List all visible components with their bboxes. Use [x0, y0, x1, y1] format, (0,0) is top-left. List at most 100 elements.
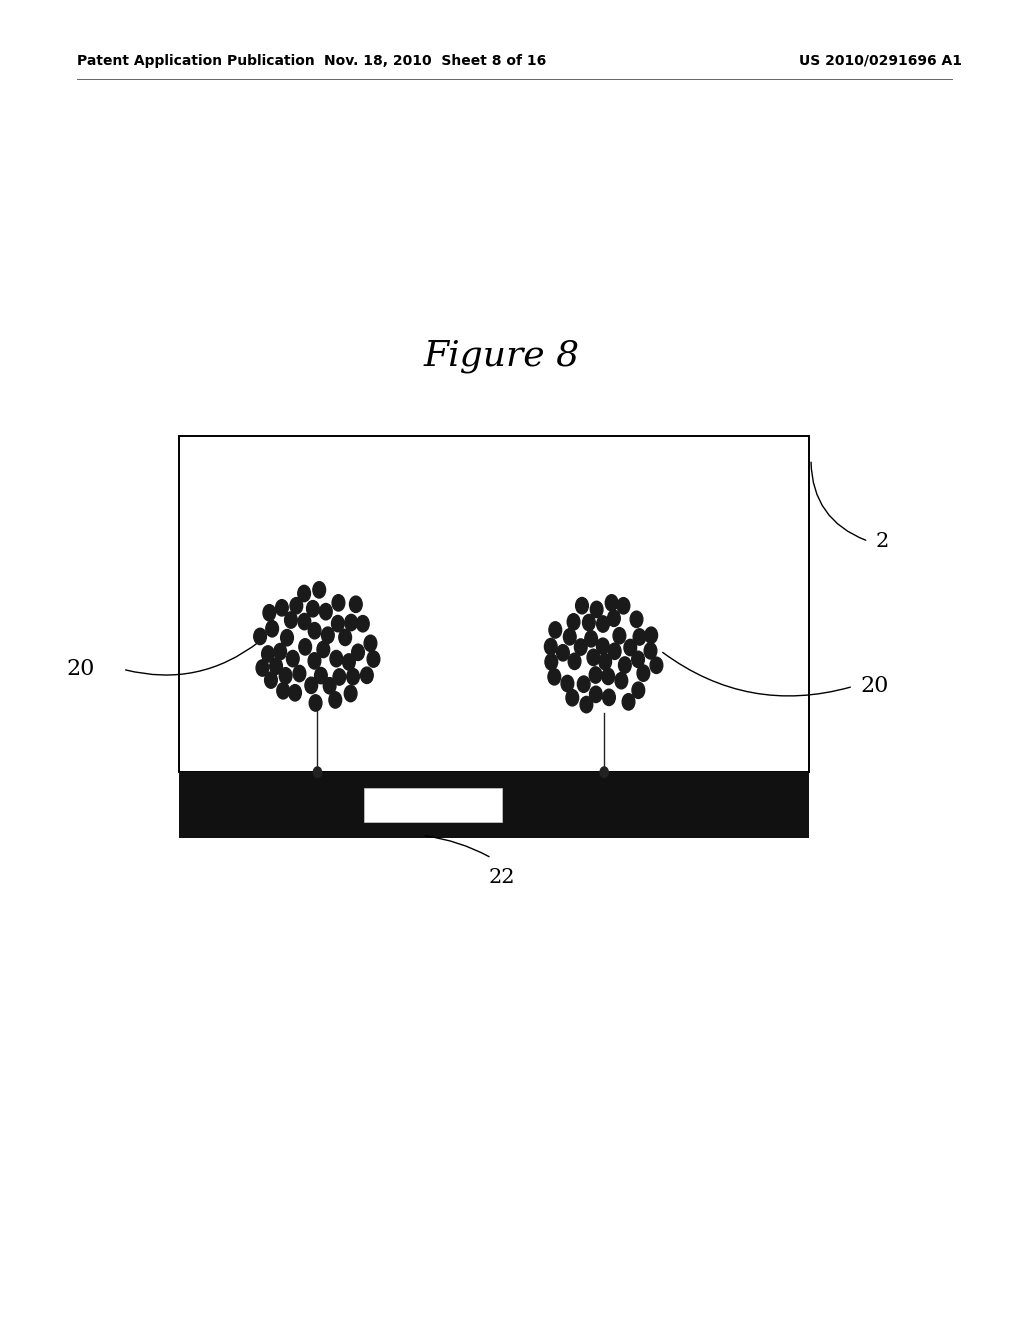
Circle shape [545, 653, 558, 671]
Circle shape [309, 694, 322, 711]
Circle shape [332, 615, 344, 632]
Circle shape [262, 645, 274, 663]
Circle shape [575, 598, 589, 614]
Circle shape [273, 643, 287, 660]
Circle shape [343, 653, 355, 671]
Circle shape [293, 665, 306, 681]
Circle shape [632, 651, 644, 668]
Bar [364, 788, 502, 822]
Circle shape [613, 627, 626, 644]
Circle shape [368, 651, 380, 667]
Text: Nov. 18, 2010  Sheet 8 of 16: Nov. 18, 2010 Sheet 8 of 16 [324, 54, 547, 67]
Text: Figure 8: Figure 8 [424, 339, 580, 374]
Bar [179, 436, 809, 772]
Circle shape [345, 614, 357, 631]
Circle shape [644, 643, 656, 659]
Circle shape [290, 598, 303, 614]
Circle shape [269, 657, 283, 675]
Circle shape [557, 644, 569, 661]
Circle shape [583, 614, 595, 631]
Circle shape [308, 652, 321, 669]
Circle shape [578, 676, 590, 693]
Circle shape [322, 627, 334, 643]
Circle shape [356, 615, 370, 632]
Circle shape [266, 620, 279, 638]
Circle shape [549, 622, 561, 638]
Circle shape [618, 657, 631, 673]
Circle shape [650, 657, 663, 673]
Circle shape [264, 672, 278, 688]
Circle shape [305, 677, 317, 693]
Circle shape [600, 767, 608, 777]
Circle shape [602, 668, 614, 685]
Circle shape [319, 603, 332, 620]
Circle shape [597, 616, 609, 632]
Circle shape [548, 669, 561, 685]
Circle shape [281, 630, 294, 645]
Circle shape [633, 628, 646, 645]
Circle shape [566, 689, 579, 706]
Circle shape [574, 639, 587, 655]
Circle shape [256, 660, 268, 676]
Circle shape [623, 694, 635, 710]
Circle shape [580, 697, 593, 713]
Circle shape [330, 651, 343, 667]
Circle shape [314, 668, 328, 684]
Circle shape [637, 665, 649, 681]
Circle shape [596, 638, 609, 655]
Circle shape [333, 669, 346, 685]
Circle shape [317, 642, 330, 657]
Circle shape [313, 767, 322, 777]
Text: 20: 20 [860, 676, 889, 697]
Circle shape [568, 653, 581, 669]
Bar [179, 772, 809, 838]
Text: 2: 2 [876, 532, 889, 550]
Circle shape [632, 682, 645, 698]
Circle shape [365, 635, 377, 652]
Circle shape [263, 605, 275, 620]
Circle shape [344, 685, 357, 702]
Circle shape [329, 692, 342, 708]
Circle shape [567, 614, 580, 630]
Circle shape [324, 677, 336, 694]
Text: 22: 22 [488, 869, 515, 887]
Circle shape [563, 628, 577, 645]
Circle shape [308, 623, 321, 639]
Text: US 2010/0291696 A1: US 2010/0291696 A1 [799, 54, 962, 67]
Circle shape [339, 630, 351, 645]
Circle shape [605, 595, 617, 611]
Circle shape [313, 582, 326, 598]
Circle shape [617, 598, 630, 614]
Circle shape [280, 668, 292, 684]
Circle shape [590, 602, 603, 618]
Circle shape [298, 585, 310, 602]
Circle shape [287, 651, 299, 667]
Circle shape [545, 639, 557, 655]
Circle shape [608, 643, 621, 660]
Circle shape [254, 628, 266, 644]
Circle shape [624, 639, 637, 656]
Circle shape [561, 676, 573, 692]
Circle shape [585, 631, 597, 647]
Circle shape [299, 639, 311, 655]
Circle shape [607, 610, 621, 627]
Circle shape [615, 672, 628, 689]
Circle shape [332, 594, 345, 611]
Text: Patent Application Publication: Patent Application Publication [77, 54, 314, 67]
Circle shape [599, 653, 611, 669]
Circle shape [351, 644, 365, 660]
Circle shape [276, 682, 290, 700]
Circle shape [587, 649, 600, 665]
Circle shape [285, 612, 297, 628]
Circle shape [602, 689, 615, 705]
Circle shape [289, 685, 301, 701]
Circle shape [298, 614, 310, 630]
Circle shape [347, 668, 359, 685]
Text: 20: 20 [67, 659, 95, 680]
Circle shape [590, 686, 602, 702]
Circle shape [645, 627, 657, 643]
Circle shape [630, 611, 643, 627]
Circle shape [306, 601, 319, 616]
Circle shape [589, 667, 602, 684]
Circle shape [349, 597, 362, 612]
